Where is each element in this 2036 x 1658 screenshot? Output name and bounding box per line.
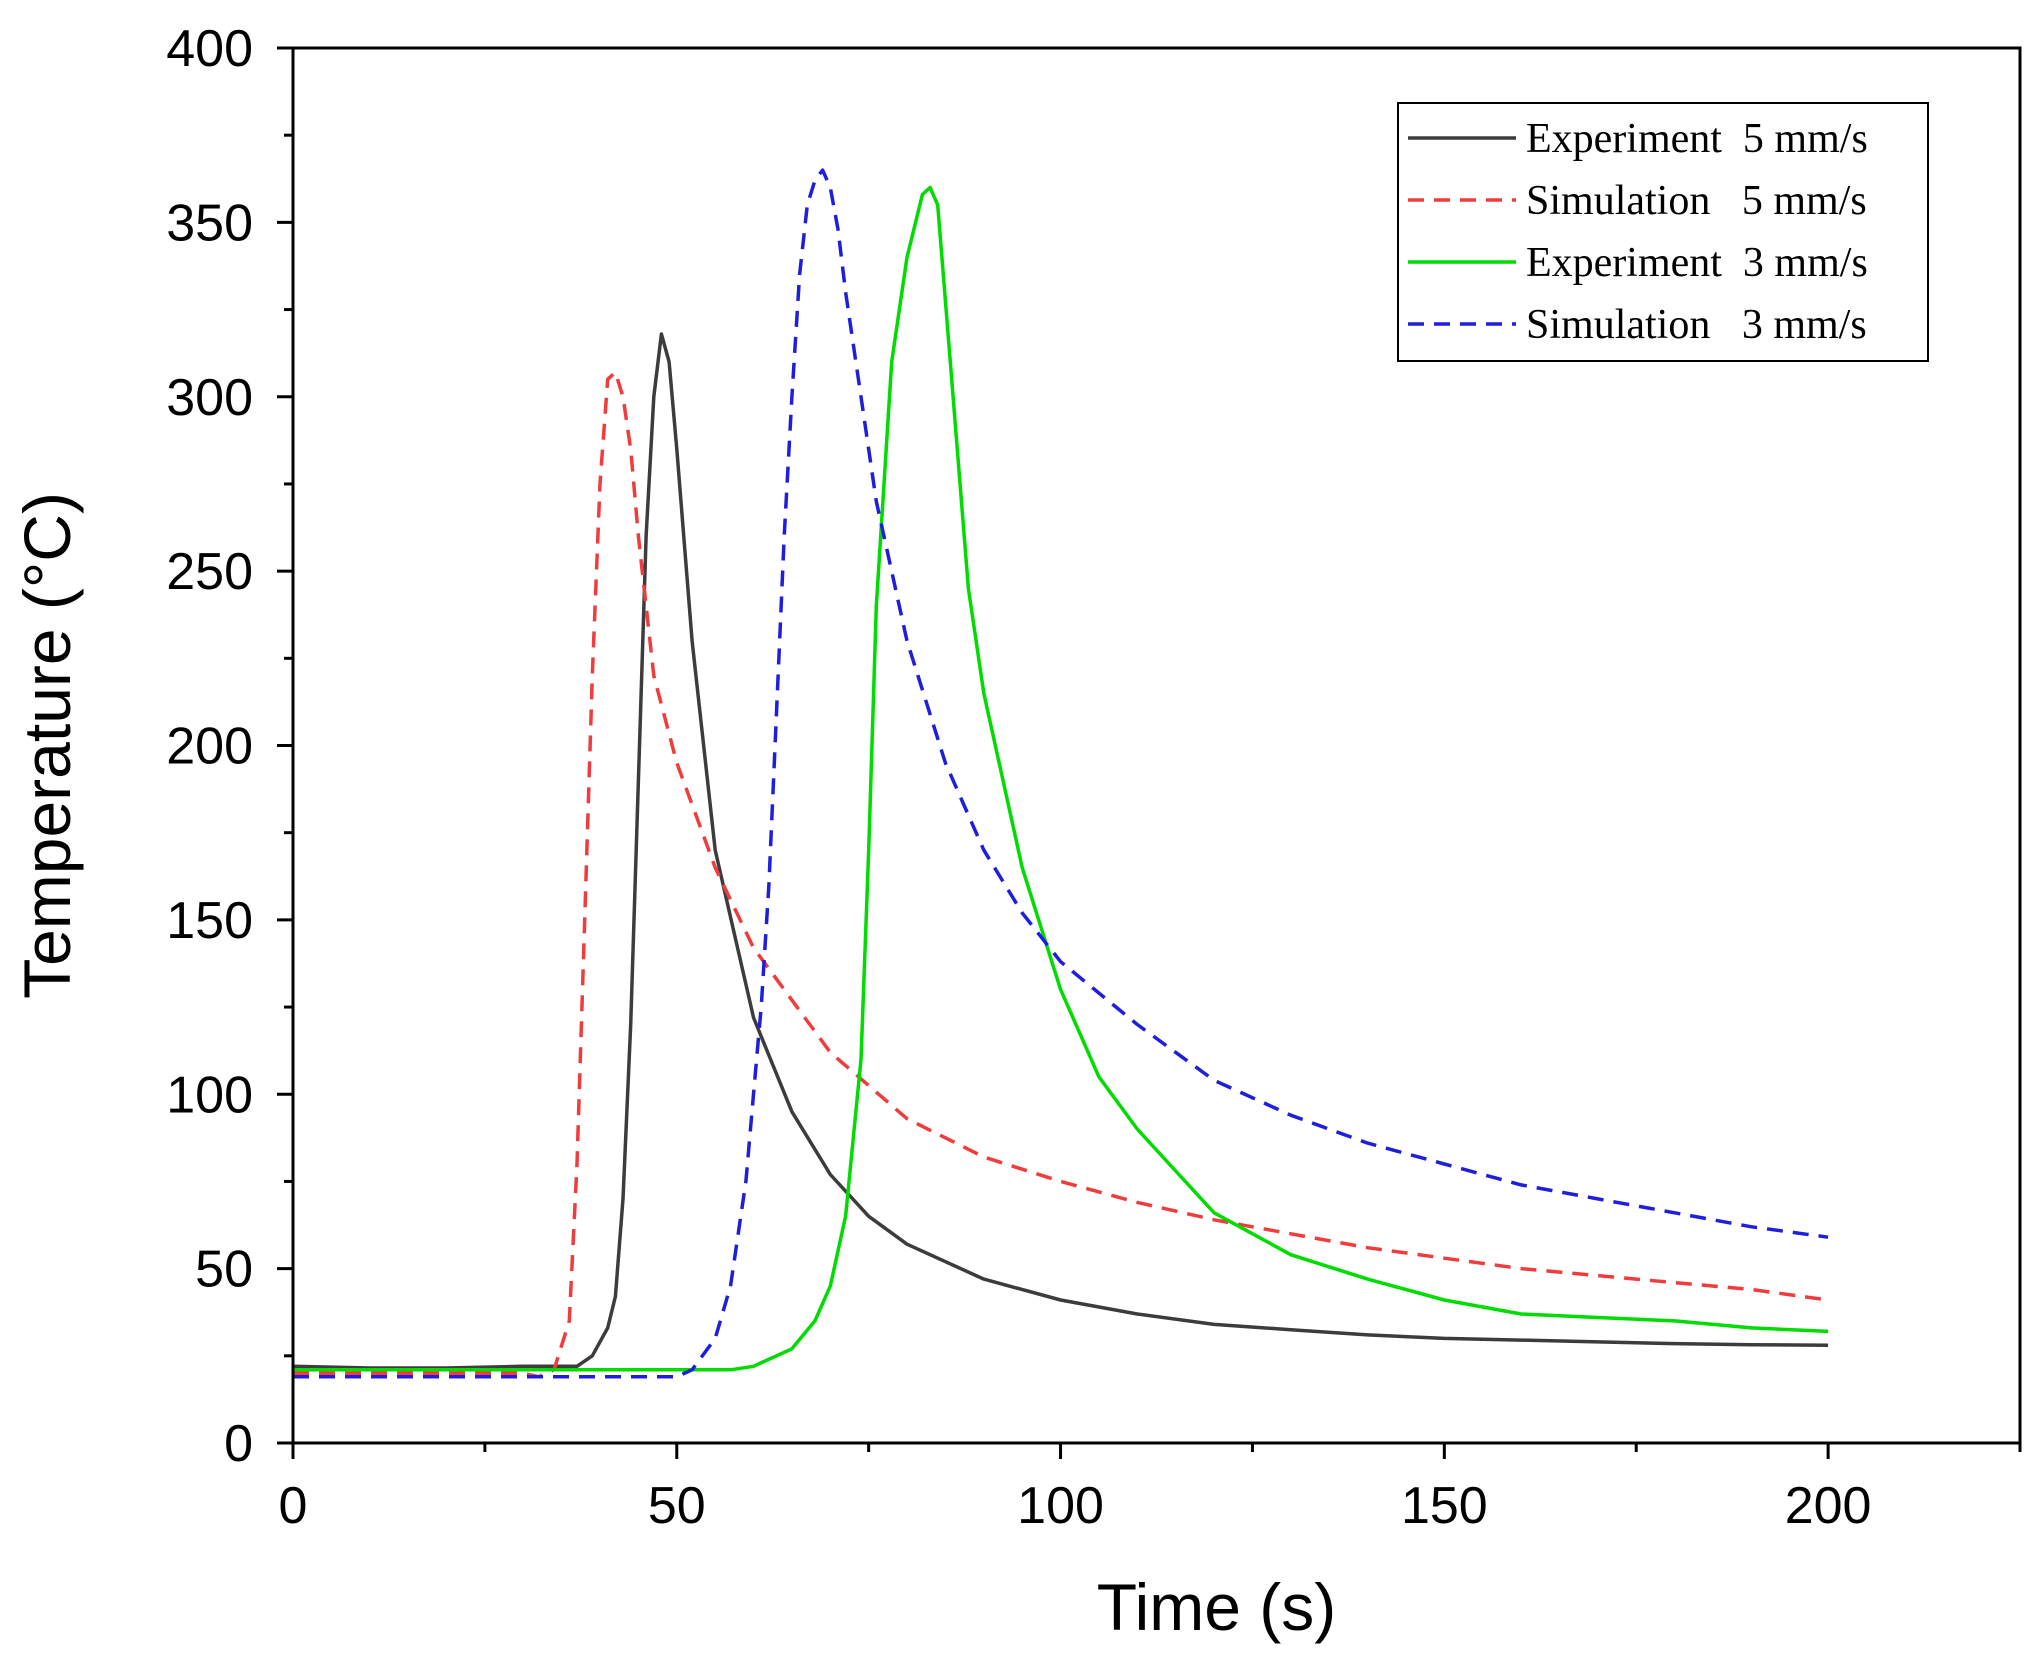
y-tick-label: 350 [166, 194, 253, 252]
series-line-4 [293, 168, 1829, 1379]
legend-label: Simulation 3 mm/s [1526, 302, 1867, 348]
legend-box [1397, 102, 1929, 362]
y-tick-label: 400 [166, 20, 253, 78]
series-line-1 [292, 332, 1829, 1370]
y-tick-label: 150 [166, 892, 253, 950]
x-tick-label: 150 [1401, 1477, 1488, 1535]
legend-label: Experiment 5 mm/s [1526, 116, 1868, 162]
x-axis-title: Time (s) [1097, 1570, 1337, 1644]
axes: 0 50 100 150 200 0 50 100 150 200 250 300 350 400 [166, 20, 2022, 1535]
legend: Experiment 5 mm/s Simulation 5 mm/s Experi… [1397, 102, 1929, 362]
y-tick-label: 250 [166, 543, 253, 601]
x-tick-label: 50 [648, 1477, 706, 1535]
series-line-2 [293, 370, 1829, 1379]
x-tick-label: 100 [1017, 1477, 1104, 1535]
y-tick-label: 0 [224, 1415, 253, 1473]
y-tick-label: 200 [166, 718, 253, 776]
legend-label: Experiment 3 mm/s [1526, 240, 1868, 286]
y-tick-label: 50 [195, 1241, 253, 1299]
y-tick-label: 300 [166, 369, 253, 427]
x-tick-label: 0 [279, 1477, 308, 1535]
y-axis-title: Temperature (°C) [10, 492, 84, 999]
legend-label: Simulation 5 mm/s [1526, 178, 1867, 224]
x-tick-label: 200 [1785, 1477, 1872, 1535]
y-tick-label: 100 [166, 1066, 253, 1124]
series-line-3 [293, 185, 1829, 1372]
plot-marks [292, 168, 1829, 1379]
